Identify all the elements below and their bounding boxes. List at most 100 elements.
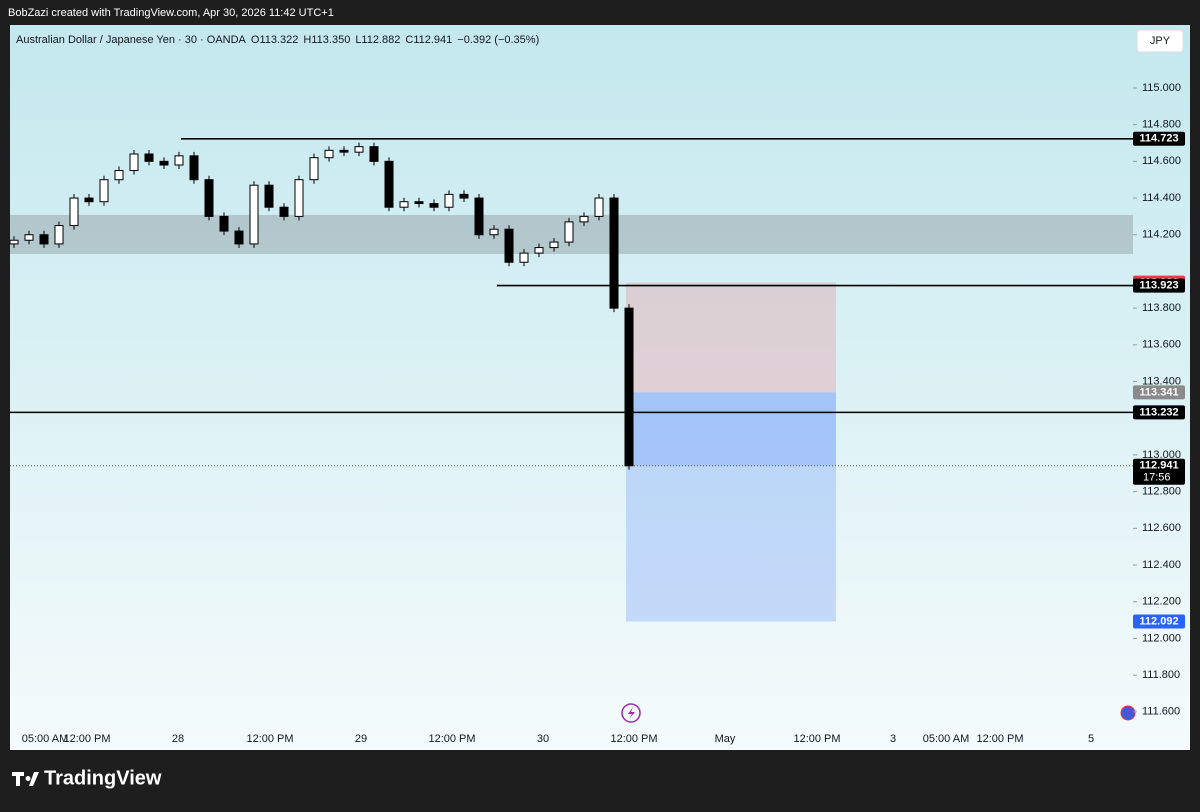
candle [594,197,604,217]
candle [414,201,424,205]
candle [84,197,94,203]
candle [429,203,439,208]
price-label-bg [1133,385,1185,400]
candle [69,197,79,227]
x-tick-label: 12:00 PM [610,733,657,745]
plot [10,137,1133,622]
candle [489,228,499,236]
candle [279,206,289,217]
brand: TradingView [44,767,162,789]
price-label: 113.341 [1139,386,1178,398]
price-label: 112.092 [1139,615,1178,627]
price-label-bg [1133,278,1185,293]
candle [114,170,124,181]
candle [159,160,169,166]
y-tick-label: 115.000 [1142,82,1181,94]
y-tick-label: 111.600 [1142,706,1180,718]
candle [39,234,49,245]
profit-zone-filled [626,392,836,466]
logo-mark [12,772,39,786]
candle [189,155,199,181]
candle [549,241,559,249]
x-tick-label: May [715,733,736,745]
y-tick-label: 112.200 [1142,596,1181,608]
y-tick-label: 114.600 [1142,155,1181,167]
candle [234,230,244,245]
candle [309,157,319,181]
candle [399,201,409,208]
price-label-bg [1133,131,1185,146]
stop-zone [626,282,836,393]
x-tick-label: 28 [172,733,184,745]
event-icon[interactable] [621,703,641,723]
x-tick-label: 12:00 PM [428,733,475,745]
candle [534,247,544,254]
candle [10,239,19,245]
price-label-bg [1133,458,1185,485]
candle [129,153,139,172]
candle [354,146,364,153]
candle [579,215,589,223]
legend-change: −0.392 (−0.35%) [457,34,539,46]
candle [219,215,229,232]
candle [294,179,304,217]
x-tick-label: 12:00 PM [246,733,293,745]
x-tick-label: 12:00 PM [63,733,110,745]
candle [144,153,154,162]
x-tick-label: 12:00 PM [793,733,840,745]
price-label-bg [1133,405,1185,420]
candle [99,179,109,203]
candle [384,160,394,208]
legend-text: Australian Dollar / Japanese Yen · 30 · … [16,34,539,46]
profit-zone [626,465,836,622]
legend-high: H113.350 [303,34,350,46]
candle [324,149,334,159]
legend-symbol: Australian Dollar / Japanese Yen · 30 · … [16,34,247,46]
candle [339,149,349,153]
candle [474,197,484,236]
flag-icon[interactable] [1120,705,1136,721]
candle [54,225,64,245]
price-label: 113.923 [1139,279,1178,291]
price-label: 114.723 [1139,133,1178,145]
y-tick-label: 112.800 [1142,486,1181,498]
y-tick-label: 112.400 [1142,559,1181,571]
x-tick-label: 05:00 AM [22,733,68,745]
y-tick-label: 112.000 [1142,632,1181,644]
x-tick-label: 05:00 AM [923,733,969,745]
legend-open: O113.322 [251,34,299,46]
price-label: 113.232 [1139,406,1178,418]
candle [459,193,469,199]
x-tick-label: 29 [355,733,367,745]
candle [174,155,184,166]
countdown: 17:56 [1143,472,1171,484]
currency[interactable]: JPY [1150,35,1171,47]
candle [624,307,634,467]
y-tick-label: 113.800 [1142,302,1181,314]
y-tick-label: 113.600 [1142,339,1181,351]
x-tick-label: 5 [1088,733,1094,745]
attribution: BobZazi created with TradingView.com, Ap… [8,7,334,19]
price-label: 112.941 [1139,460,1178,472]
plot-bg [10,25,1190,750]
candle [609,197,619,309]
candle [249,184,259,245]
candle [564,221,574,243]
y-tick-label: 112.600 [1142,522,1181,534]
y-tick-label: 111.800 [1142,669,1180,681]
candle [444,193,454,208]
y-tick-label: 114.200 [1142,229,1181,241]
candle [504,228,514,263]
y-tick-label: 113.000 [1142,449,1181,461]
candle [204,179,214,217]
y-tick-label: 114.800 [1142,119,1181,131]
candle [519,252,529,263]
candle [264,184,274,208]
legend-close: C112.941 [405,34,452,46]
candle [369,146,379,162]
x-tick-label: 12:00 PM [976,733,1023,745]
x-tick-label: 3 [890,733,896,745]
currency-button[interactable] [1136,29,1184,53]
